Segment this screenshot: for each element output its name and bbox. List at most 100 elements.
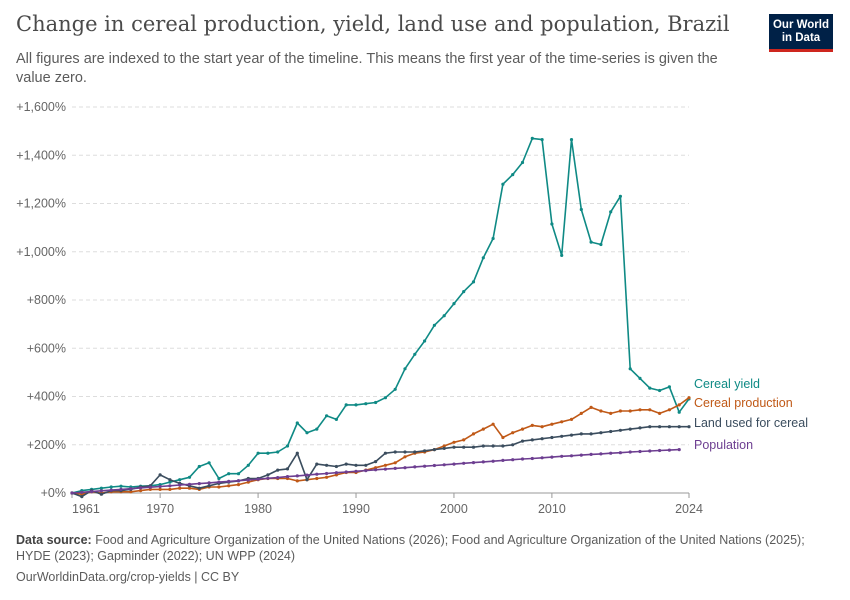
data-point[interactable] [129,487,133,491]
series-line[interactable] [71,425,689,498]
data-point[interactable] [305,473,309,477]
data-point[interactable] [648,425,652,429]
data-point[interactable] [491,459,495,463]
data-point[interactable] [197,464,201,469]
data-point[interactable] [569,454,574,458]
data-point[interactable] [305,478,309,482]
data-point[interactable] [374,468,378,472]
data-point[interactable] [334,464,338,469]
data-point[interactable] [285,475,290,479]
data-point[interactable] [462,290,466,294]
data-point[interactable] [168,480,172,484]
data-point[interactable] [187,486,192,490]
data-point[interactable] [90,490,94,494]
data-point[interactable] [481,460,485,464]
data-point[interactable] [530,438,534,442]
data-point[interactable] [609,429,613,434]
data-point[interactable] [511,458,515,462]
data-point[interactable] [589,432,593,436]
data-point[interactable] [325,471,329,476]
data-point[interactable] [648,386,652,390]
data-point[interactable] [628,409,632,413]
data-point[interactable] [80,495,84,499]
data-point[interactable] [315,476,319,481]
data-point[interactable] [677,425,681,429]
series-label[interactable]: Cereal production [694,396,793,410]
series-label[interactable]: Land used for cereal [694,416,808,430]
data-point[interactable] [501,458,505,462]
data-point[interactable] [638,408,642,412]
data-point[interactable] [276,450,280,454]
data-point[interactable] [628,427,632,431]
data-point[interactable] [109,488,113,492]
data-point[interactable] [452,302,456,306]
series-label[interactable]: Cereal yield [694,377,760,391]
data-point[interactable] [393,461,397,465]
data-point[interactable] [139,489,143,493]
data-point[interactable] [609,411,613,415]
data-point[interactable] [520,427,525,431]
data-point[interactable] [579,411,583,415]
data-point[interactable] [569,138,574,142]
data-point[interactable] [217,480,221,484]
data-point[interactable] [403,367,407,371]
data-point[interactable] [295,474,299,478]
data-point[interactable] [423,339,427,343]
owid-logo[interactable]: Our World in Data [769,14,833,52]
series-line[interactable] [71,137,690,494]
data-point[interactable] [393,450,397,454]
data-point[interactable] [217,476,221,481]
data-point[interactable] [550,422,554,426]
data-point[interactable] [569,417,574,421]
data-point[interactable] [550,435,554,440]
data-point[interactable] [452,445,456,449]
data-point[interactable] [618,194,623,198]
data-point[interactable] [207,461,211,465]
data-point[interactable] [677,403,681,407]
data-point[interactable] [315,427,319,431]
data-point[interactable] [491,444,495,448]
data-point[interactable] [667,385,672,389]
data-point[interactable] [266,473,270,477]
data-point[interactable] [285,467,290,471]
data-point[interactable] [148,487,152,491]
data-point[interactable] [403,450,407,454]
data-point[interactable] [550,455,554,459]
data-point[interactable] [236,472,241,476]
data-point[interactable] [187,475,192,479]
data-point[interactable] [344,462,348,466]
data-point[interactable] [99,486,103,490]
data-point[interactable] [354,469,358,473]
data-point[interactable] [383,451,387,455]
data-point[interactable] [501,182,505,186]
url-license[interactable]: OurWorldinData.org/crop-yields | CC BY [16,570,240,584]
data-point[interactable] [148,485,152,489]
data-point[interactable] [530,423,534,427]
data-point[interactable] [540,456,544,460]
data-point[interactable] [178,483,182,487]
data-point[interactable] [413,465,417,469]
data-point[interactable] [569,433,574,437]
data-point[interactable] [442,446,446,450]
data-point[interactable] [511,431,515,435]
data-point[interactable] [364,469,368,473]
data-point[interactable] [178,486,182,490]
data-point[interactable] [628,367,632,371]
data-point[interactable] [540,437,544,441]
data-point[interactable] [560,454,564,458]
data-point[interactable] [413,352,417,356]
data-point[interactable] [383,396,387,400]
data-point[interactable] [325,475,329,479]
data-point[interactable] [540,425,544,429]
data-point[interactable] [589,405,593,409]
data-point[interactable] [550,222,554,226]
data-point[interactable] [354,403,358,407]
data-point[interactable] [178,478,182,482]
data-point[interactable] [364,463,368,467]
data-point[interactable] [236,483,241,487]
data-point[interactable] [687,396,691,400]
data-point[interactable] [315,462,319,466]
data-point[interactable] [481,427,485,431]
data-point[interactable] [276,476,280,480]
data-point[interactable] [579,207,583,212]
